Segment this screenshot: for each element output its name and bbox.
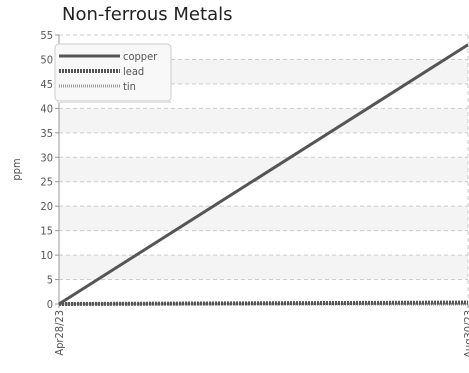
y-tick-label: 15 <box>40 225 53 238</box>
y-tick-label: 45 <box>40 78 53 91</box>
series-line-copper <box>58 43 469 306</box>
legend-label-copper: copper <box>123 50 158 63</box>
y-tick-label: 20 <box>40 200 53 213</box>
y-tick-label: 35 <box>40 127 53 140</box>
y-tick-label: 50 <box>40 53 53 66</box>
legend-shadow <box>57 101 171 103</box>
y-tick-label: 40 <box>40 102 53 115</box>
series-line-lead <box>58 300 469 306</box>
legend-label-lead: lead <box>123 65 144 78</box>
y-tick-label: 0 <box>47 298 53 311</box>
x-ticks: Apr28/23 Aug30/23 <box>53 304 469 358</box>
plot-band <box>59 157 468 182</box>
plot-band <box>59 206 468 231</box>
plot-band <box>59 255 468 280</box>
legend: copper lead tin <box>54 43 172 103</box>
series-lines <box>58 43 469 306</box>
y-tick-label: 25 <box>40 176 53 189</box>
grid-lines <box>58 34 469 305</box>
y-axis-label: ppm <box>10 158 23 180</box>
y-tick-label: 55 <box>40 29 53 42</box>
y-ticks: 0 5 10 15 20 25 30 35 40 45 50 55 <box>40 29 59 311</box>
plot-band <box>59 108 468 133</box>
x-tick-label: Aug30/23 <box>462 310 469 358</box>
y-tick-label: 5 <box>47 274 53 287</box>
x-tick-label: Apr28/23 <box>53 310 66 356</box>
y-tick-label: 10 <box>40 249 53 262</box>
legend-label-tin: tin <box>123 80 136 93</box>
y-tick-label: 30 <box>40 151 53 164</box>
chart-title: Non-ferrous Metals <box>62 4 233 25</box>
